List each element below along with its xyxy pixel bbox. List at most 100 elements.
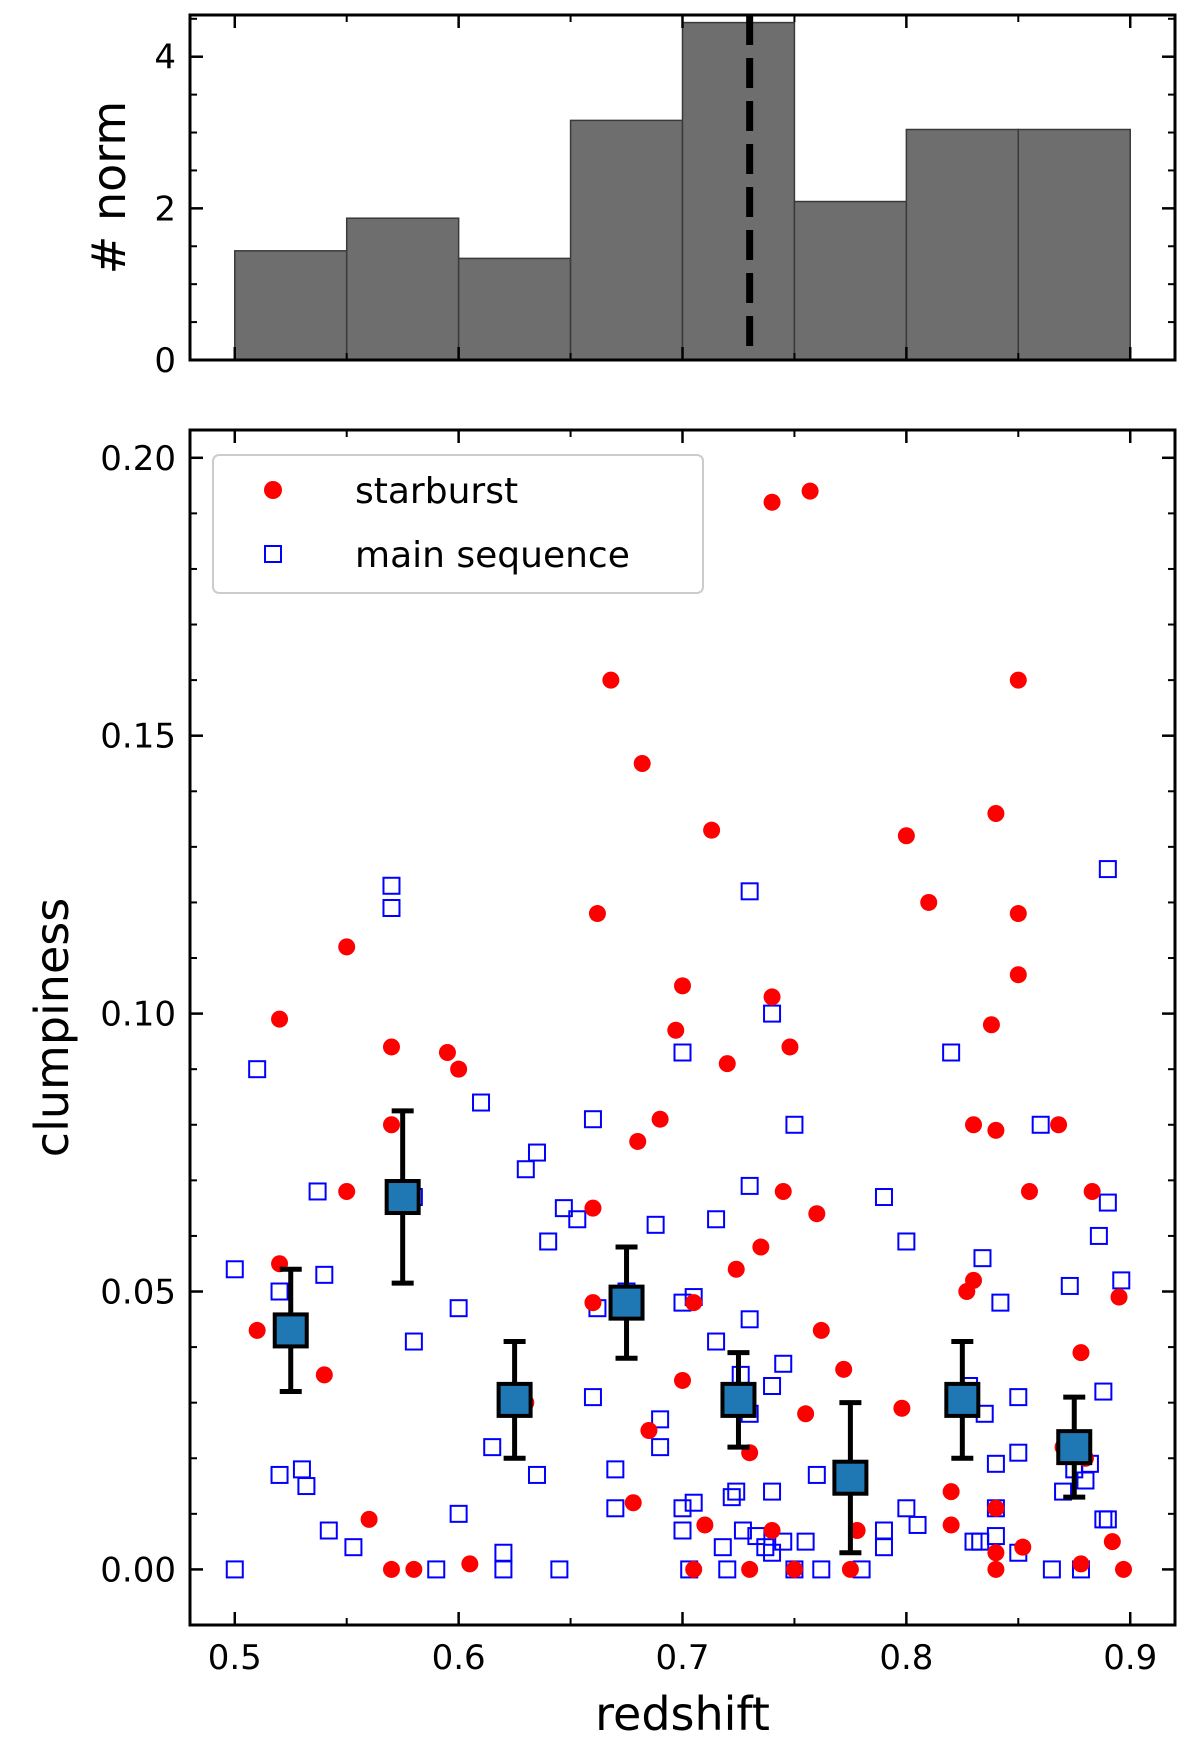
main-sequence-point bbox=[673, 1521, 692, 1540]
starburst-point bbox=[629, 1132, 647, 1150]
legend-starburst-label: starburst bbox=[355, 471, 518, 512]
main-sequence-point bbox=[1009, 1388, 1028, 1407]
legend-main-sequence-marker bbox=[264, 545, 282, 563]
scatter-x-tick-label: 0.5 bbox=[208, 1638, 262, 1678]
main-sequence-point bbox=[785, 1115, 804, 1134]
starburst-point bbox=[1110, 1288, 1128, 1306]
starburst-point bbox=[405, 1560, 423, 1578]
main-sequence-point bbox=[494, 1543, 513, 1562]
binned-median-marker bbox=[608, 1284, 645, 1321]
starburst-point bbox=[1020, 1182, 1038, 1200]
main-sequence-point bbox=[606, 1460, 625, 1479]
starburst-point bbox=[835, 1360, 853, 1378]
histogram-bar bbox=[681, 21, 796, 361]
starburst-point bbox=[651, 1110, 669, 1128]
starburst-point bbox=[602, 671, 620, 689]
starburst-point bbox=[461, 1555, 479, 1573]
scatter-y-tick-label: 0.15 bbox=[100, 717, 176, 757]
starburst-point bbox=[1072, 1555, 1090, 1573]
scatter-ticks: 0.5 0.6 0.7 0.8 0.9 0.00 0.05 0.10 0.15 0.20 bbox=[100, 430, 1175, 1678]
main-sequence-point bbox=[713, 1538, 732, 1557]
starburst-point bbox=[801, 482, 819, 500]
main-sequence-point bbox=[583, 1388, 602, 1407]
main-sequence-point bbox=[897, 1499, 916, 1518]
main-sequence-point bbox=[449, 1299, 468, 1318]
main-sequence-point bbox=[973, 1249, 992, 1268]
main-sequence-point bbox=[225, 1560, 244, 1579]
main-sequence-point bbox=[718, 1560, 737, 1579]
main-sequence-point bbox=[733, 1521, 752, 1540]
main-sequence-point bbox=[1060, 1276, 1079, 1295]
main-sequence-point bbox=[1098, 1510, 1117, 1529]
binned-median-marker bbox=[384, 1179, 421, 1216]
main-sequence-point bbox=[812, 1560, 831, 1579]
main-sequence-point bbox=[727, 1482, 746, 1501]
histogram-bar bbox=[905, 128, 1020, 361]
main-sequence-point bbox=[986, 1527, 1005, 1546]
main-sequence-point bbox=[908, 1515, 927, 1534]
starburst-point bbox=[987, 1560, 1005, 1578]
main-sequence-point bbox=[1009, 1443, 1028, 1462]
starburst-point bbox=[774, 1182, 792, 1200]
main-sequence-point bbox=[472, 1093, 491, 1112]
main-sequence-point bbox=[427, 1560, 446, 1579]
main-sequence-point bbox=[756, 1538, 775, 1557]
main-sequence-point bbox=[308, 1182, 327, 1201]
scatter-x-tick-label: 0.6 bbox=[432, 1638, 486, 1678]
starburst-point bbox=[785, 1560, 803, 1578]
binned-median-point bbox=[496, 1339, 533, 1461]
starburst-point bbox=[315, 1366, 333, 1384]
scatter-panel: 0.5 0.6 0.7 0.8 0.9 0.00 0.05 0.10 0.15 0.20 reds… bbox=[25, 428, 1177, 1741]
main-sequence-point bbox=[606, 1499, 625, 1518]
main-sequence-point bbox=[774, 1354, 793, 1373]
starburst-point bbox=[696, 1516, 714, 1534]
main-sequence-point bbox=[874, 1538, 893, 1557]
histogram-panel: 0 2 4 # norm bbox=[82, 13, 1177, 381]
starburst-point bbox=[1009, 905, 1027, 923]
main-sequence-point bbox=[763, 1004, 782, 1023]
main-sequence-point bbox=[382, 876, 401, 895]
main-sequence-point bbox=[673, 1499, 692, 1518]
main-sequence-point bbox=[763, 1543, 782, 1562]
histogram-y-tick-label: 0 bbox=[154, 341, 176, 381]
main-sequence-point bbox=[1098, 860, 1117, 879]
main-sequence-point bbox=[494, 1560, 513, 1579]
main-sequence-point bbox=[539, 1232, 558, 1251]
main-sequence-point bbox=[942, 1043, 961, 1062]
main-sequence-point bbox=[646, 1215, 665, 1234]
histogram-y-tick-label: 2 bbox=[154, 189, 176, 229]
starburst-point bbox=[965, 1116, 983, 1134]
histogram-y-tick-label: 4 bbox=[154, 38, 176, 78]
main-sequence-point bbox=[774, 1532, 793, 1551]
starburst-point bbox=[897, 827, 915, 845]
starburst-point bbox=[1072, 1344, 1090, 1362]
main-sequence-point bbox=[449, 1504, 468, 1523]
main-sequence-point bbox=[344, 1538, 363, 1557]
starburst-point bbox=[812, 1321, 830, 1339]
binned-median-marker bbox=[272, 1312, 309, 1349]
starburst-point bbox=[1009, 671, 1027, 689]
histogram-bar bbox=[1017, 128, 1131, 361]
main-sequence-point bbox=[722, 1488, 741, 1507]
starburst-point bbox=[1014, 1538, 1032, 1556]
main-sequence-point bbox=[1054, 1482, 1073, 1501]
starburst-point bbox=[640, 1421, 658, 1439]
binned-median-marker bbox=[720, 1381, 757, 1418]
starburst-point bbox=[338, 938, 356, 956]
starburst-point bbox=[718, 1055, 736, 1073]
scatter-points bbox=[225, 482, 1133, 1579]
scatter-x-tick-label: 0.9 bbox=[1103, 1638, 1157, 1678]
starburst-point bbox=[987, 1544, 1005, 1562]
main-sequence-point bbox=[270, 1282, 289, 1301]
starburst-point bbox=[893, 1399, 911, 1417]
scatter-x-tick-label: 0.7 bbox=[655, 1638, 709, 1678]
main-sequence-point bbox=[651, 1410, 670, 1429]
starburst-point bbox=[987, 1121, 1005, 1139]
main-sequence-point bbox=[483, 1438, 502, 1457]
main-sequence-point bbox=[1112, 1271, 1131, 1290]
main-sequence-point bbox=[319, 1521, 338, 1540]
binned-median-marker bbox=[496, 1381, 533, 1418]
scatter-x-axis-label: redshift bbox=[595, 1687, 770, 1741]
histogram-bar bbox=[569, 119, 684, 361]
main-sequence-point bbox=[673, 1043, 692, 1062]
